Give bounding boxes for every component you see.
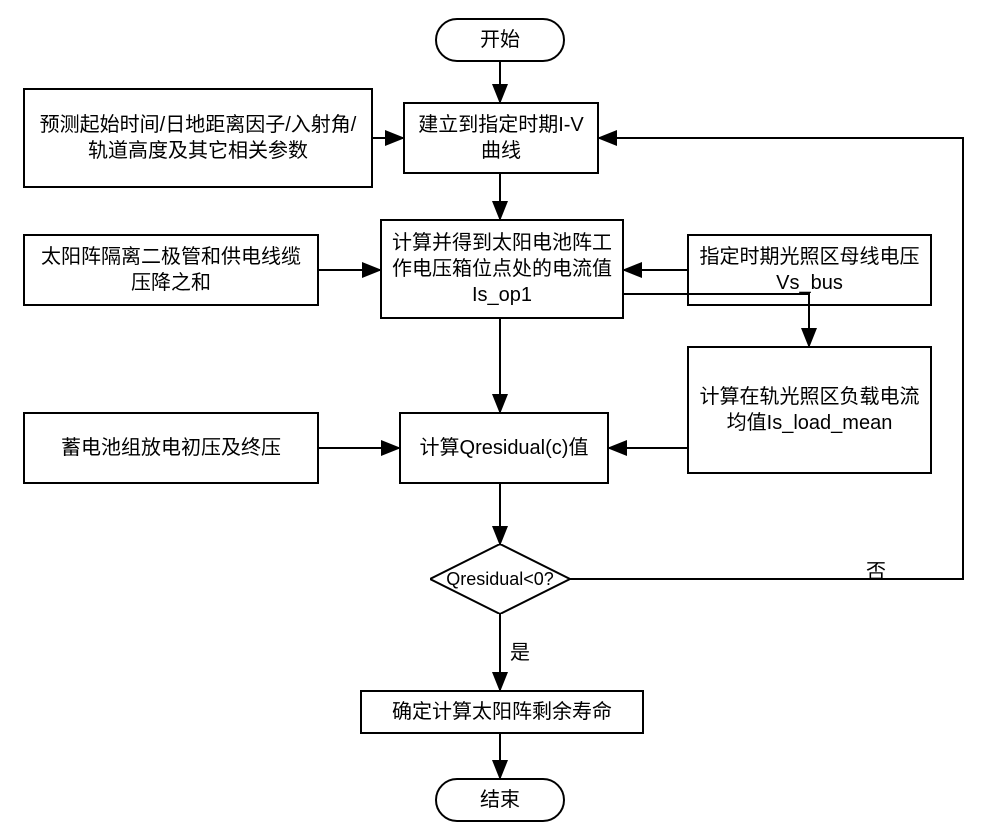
end-label: 结束: [480, 787, 520, 813]
decision-label: Qresidual<0?: [446, 569, 554, 590]
diode-drop-label: 太阳阵隔离二极管和供电线缆压降之和: [35, 244, 307, 296]
load-mean-label: 计算在轨光照区负载电流均值Is_load_mean: [699, 384, 920, 436]
calc-q-label: 计算Qresidual(c)值: [420, 435, 589, 461]
calc-is-box: 计算并得到太阳电池阵工作电压箱位点处的电流值Is_op1: [380, 219, 624, 319]
diode-drop-box: 太阳阵隔离二极管和供电线缆压降之和: [23, 234, 319, 306]
calc-q-box: 计算Qresidual(c)值: [399, 412, 609, 484]
input-params-box: 预测起始时间/日地距离因子/入射角/轨道高度及其它相关参数: [23, 88, 373, 188]
start-terminator: 开始: [435, 18, 565, 62]
calc-life-box: 确定计算太阳阵剩余寿命: [360, 690, 644, 734]
load-mean-box: 计算在轨光照区负载电流均值Is_load_mean: [687, 346, 932, 474]
no-label: 否: [866, 555, 886, 584]
vs-bus-box: 指定时期光照区母线电压Vs_bus: [687, 234, 932, 306]
iv-curve-box: 建立到指定时期I-V曲线: [403, 102, 599, 174]
iv-curve-label: 建立到指定时期I-V曲线: [415, 112, 587, 164]
calc-life-label: 确定计算太阳阵剩余寿命: [392, 699, 612, 725]
vs-bus-label: 指定时期光照区母线电压Vs_bus: [699, 244, 920, 296]
decision-diamond: Qresidual<0?: [430, 544, 570, 614]
start-label: 开始: [480, 27, 520, 53]
batt-box: 蓄电池组放电初压及终压: [23, 412, 319, 484]
calc-is-label: 计算并得到太阳电池阵工作电压箱位点处的电流值Is_op1: [392, 230, 612, 308]
end-terminator: 结束: [435, 778, 565, 822]
yes-label: 是: [510, 636, 530, 665]
input-params-label: 预测起始时间/日地距离因子/入射角/轨道高度及其它相关参数: [35, 112, 361, 164]
batt-label: 蓄电池组放电初压及终压: [61, 435, 281, 461]
